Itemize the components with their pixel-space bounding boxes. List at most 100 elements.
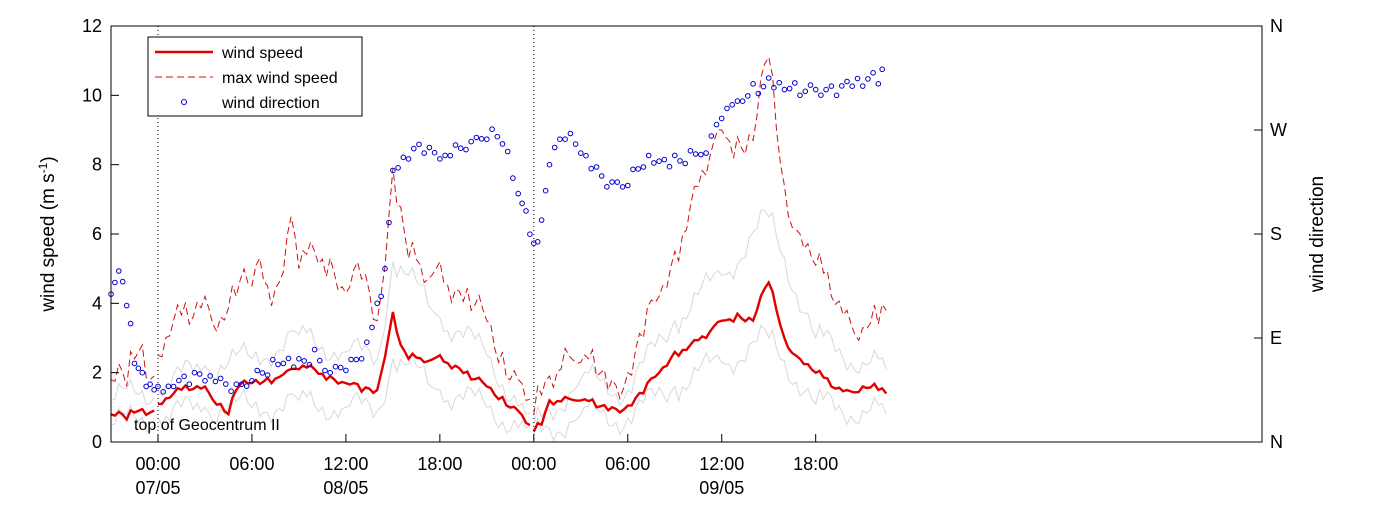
wind-direction-point	[431, 149, 438, 156]
x-tick-label: 06:00	[229, 454, 274, 474]
wind-direction-point	[416, 141, 422, 148]
wind-direction-point	[322, 367, 328, 374]
wind-direction-point	[604, 184, 610, 190]
wind-speed-line	[110, 279, 888, 433]
y2-tick-label: W	[1270, 120, 1287, 140]
legend-label-wind-speed: wind speed	[221, 45, 303, 62]
y-tick-label: 2	[92, 363, 102, 383]
wind-direction-point	[698, 151, 704, 158]
y2-tick-label: E	[1270, 328, 1282, 348]
wind-direction-point	[534, 239, 541, 245]
wind-direction-point	[151, 387, 157, 393]
wind-direction-point	[823, 86, 829, 93]
wind-direction-point	[301, 358, 307, 364]
max-wind-speed-line	[110, 55, 887, 415]
wind-direction-point	[839, 83, 845, 89]
wind-direction-point	[630, 166, 636, 173]
wind-direction-point	[457, 145, 464, 151]
wind-direction-point	[598, 173, 605, 179]
wind-direction-point	[640, 164, 647, 170]
x-tick-label: 00:00	[511, 454, 556, 474]
wind-direction-point	[771, 84, 777, 91]
wind-direction-point	[285, 355, 292, 362]
wind-direction-point	[369, 324, 375, 331]
wind-direction-point	[400, 154, 407, 161]
wind-direction-point	[202, 378, 208, 384]
wind-direction-point	[651, 160, 657, 166]
wind-direction-markers	[108, 66, 886, 395]
wind-direction-point	[879, 66, 886, 73]
x-date-label: 07/05	[135, 478, 180, 498]
wind-direction-point	[484, 136, 490, 142]
wind-direction-point	[562, 136, 568, 142]
wind-direction-point	[713, 121, 720, 128]
wind-direction-point	[463, 146, 469, 153]
wind-direction-point	[358, 356, 365, 362]
wind-direction-point	[131, 360, 138, 367]
annotation: top of Geocentrum II	[134, 417, 280, 434]
wind-direction-point	[332, 363, 339, 370]
upper-range-line	[157, 261, 531, 415]
wind-direction-point	[421, 150, 428, 156]
axes: 0 2 4 6 8 10 12 N E S W N 00:00 07/05 06:00 12:00 08/05 1…	[82, 16, 1287, 498]
max-wind-speed-segment	[533, 55, 887, 415]
wind-direction-point	[327, 369, 334, 376]
wind-direction-point	[233, 381, 240, 388]
wind-direction-point	[812, 86, 819, 93]
wind-direction-point	[238, 381, 245, 388]
wind-direction-point	[343, 367, 349, 374]
x-tick-label: 06:00	[605, 454, 650, 474]
wind-direction-point	[311, 346, 318, 353]
wind-direction-point	[207, 373, 213, 379]
wind-direction-point	[442, 152, 448, 159]
wind-direction-point	[818, 92, 824, 98]
wind-direction-point	[729, 102, 736, 108]
wind-direction-point	[865, 76, 871, 82]
wind-direction-point	[191, 369, 198, 376]
wind-direction-point	[135, 365, 142, 372]
legend-label-wind-direction: wind direction	[221, 95, 320, 112]
wind-direction-point	[807, 82, 814, 88]
wind-direction-point	[405, 156, 412, 162]
wind-direction-point	[718, 115, 725, 122]
wind-direction-point	[625, 182, 631, 189]
x-tick-label: 18:00	[417, 454, 462, 474]
wind-direction-point	[264, 372, 271, 378]
wind-speed-segment	[532, 279, 888, 433]
wind-direction-point	[317, 357, 323, 364]
wind-direction-point	[155, 383, 161, 390]
wind-direction-point	[765, 75, 772, 81]
wind-direction-point	[797, 92, 803, 99]
wind-direction-point	[614, 179, 621, 185]
wind-direction-point	[557, 136, 563, 142]
legend-swatch-wind-direction	[181, 99, 187, 105]
wind-direction-point	[426, 144, 433, 151]
wind-direction-point	[745, 93, 751, 99]
wind-direction-point	[656, 158, 662, 164]
wind-direction-point	[337, 364, 344, 371]
wind-direction-point	[306, 361, 313, 368]
wind-direction-point	[119, 278, 126, 285]
wind-direction-point	[687, 148, 694, 154]
x-date-label: 08/05	[323, 478, 368, 498]
wind-direction-point	[760, 83, 767, 90]
wind-direction-point	[489, 126, 495, 132]
y-tick-label: 12	[82, 16, 102, 36]
wind-direction-point	[849, 83, 856, 89]
wind-direction-point	[682, 160, 689, 167]
wind-direction-point	[353, 356, 360, 363]
wind-direction-point	[504, 148, 511, 155]
wind-direction-point	[123, 302, 130, 309]
y-tick-label: 8	[92, 155, 102, 175]
wind-direction-point	[510, 175, 516, 181]
wind-direction-point	[734, 98, 741, 104]
wind-direction-point	[859, 83, 866, 89]
wind-direction-point	[447, 152, 454, 159]
y2-axis-label: wind direction	[1307, 176, 1328, 293]
wind-direction-point	[739, 98, 746, 104]
wind-direction-point	[280, 360, 287, 367]
wind-direction-point	[494, 133, 501, 140]
wind-direction-point	[228, 388, 234, 395]
wind-direction-point	[572, 141, 579, 147]
wind-direction-point	[844, 78, 850, 85]
